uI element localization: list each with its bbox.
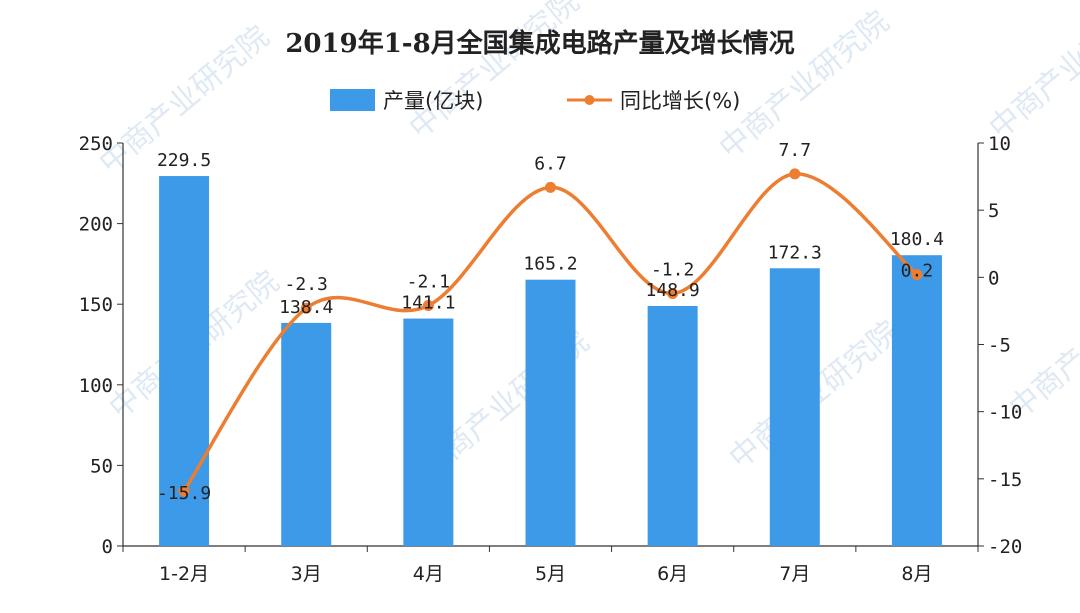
legend-bar-label: 产量(亿块)	[383, 89, 483, 113]
growth-point	[789, 168, 801, 180]
x-tick-label: 1-2月	[159, 563, 209, 585]
data-labels: 229.5 138.4 141.1 165.2 148.9 172.3 180.4 -15.9…	[157, 140, 944, 504]
bar-series	[159, 176, 942, 547]
right-tick-label: 10	[988, 133, 1011, 155]
legend-bar-swatch	[330, 89, 375, 111]
growth-value-label: 0.2	[901, 261, 934, 282]
growth-point	[422, 300, 434, 312]
left-tick-label: 50	[90, 455, 113, 477]
growth-point	[667, 287, 679, 299]
axes: 0 50 100 150 200 250 -20 -15 -10 -5 0 5 10 1-2月 3月 4月 5月…	[79, 133, 1023, 585]
chart-title: 2019年1-8月全国集成电路产量及增长情况	[285, 28, 794, 59]
bar-value-label: 229.5	[157, 150, 211, 171]
growth-value-label: -15.9	[157, 483, 211, 504]
growth-point	[911, 269, 923, 281]
right-tick-label: -20	[988, 536, 1022, 558]
left-tick-label: 250	[79, 133, 113, 155]
bar	[647, 305, 698, 546]
bar	[525, 279, 576, 546]
right-tick-label: 5	[988, 200, 999, 222]
right-tick-label: -5	[988, 335, 1011, 357]
line-series	[178, 168, 923, 497]
legend-line-label: 同比增长(%)	[620, 89, 740, 113]
bar-value-label: 141.1	[401, 293, 455, 314]
bar-value-label: 138.4	[279, 297, 333, 318]
x-tick-label: 5月	[535, 563, 566, 585]
bar-value-label: 172.3	[768, 242, 822, 263]
legend-line-marker	[584, 95, 595, 105]
x-tick-label: 8月	[901, 563, 932, 585]
growth-point	[545, 181, 556, 193]
x-tick-label: 7月	[779, 563, 810, 585]
x-tick-label: 6月	[657, 563, 688, 585]
bar	[281, 322, 332, 546]
growth-value-label: -2.3	[285, 274, 328, 295]
bar-value-label: 165.2	[523, 254, 577, 275]
right-tick-label: -15	[988, 469, 1022, 491]
growth-value-label: -1.2	[651, 259, 694, 280]
growth-value-label: -2.1	[407, 272, 450, 293]
x-tick-label: 4月	[413, 563, 444, 585]
left-tick-label: 0	[102, 536, 113, 558]
legend: 产量(亿块) 同比增长(%)	[330, 89, 740, 113]
left-tick-label: 100	[79, 375, 113, 397]
watermark-text: 中商产业研究院	[983, 0, 1080, 146]
left-tick-label: 200	[79, 214, 113, 236]
bar	[891, 255, 942, 547]
x-tick-label: 3月	[291, 563, 322, 585]
growth-value-label: 6.7	[534, 153, 567, 174]
growth-value-label: 7.7	[779, 140, 812, 161]
right-tick-label: -10	[988, 402, 1022, 424]
growth-point	[300, 302, 312, 314]
bar	[769, 268, 820, 546]
growth-point	[178, 485, 190, 497]
left-tick-label: 150	[79, 294, 113, 316]
right-tick-label: 0	[988, 267, 999, 289]
watermark-text: 中商产业研究院	[403, 0, 586, 146]
bar	[159, 176, 210, 546]
bar-value-label: 148.9	[646, 280, 700, 301]
bar-value-label: 180.4	[890, 229, 944, 250]
bar	[403, 318, 454, 546]
